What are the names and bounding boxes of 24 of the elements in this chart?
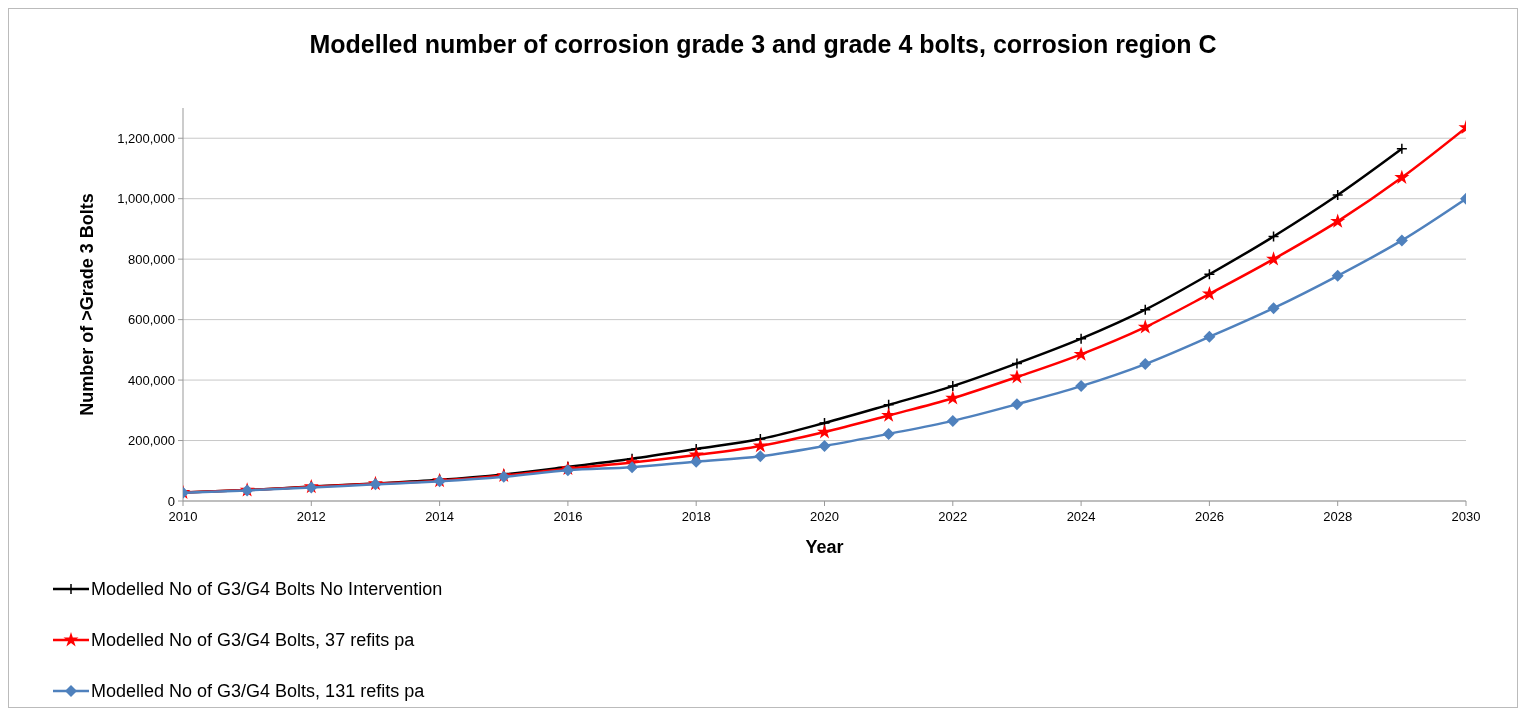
legend-label: Modelled No of G3/G4 Bolts No Intervention: [91, 579, 443, 600]
x-tick-label: 2022: [938, 509, 968, 524]
x-tick-label: 2010: [168, 509, 198, 524]
y-tick-label: 200,000: [128, 433, 175, 449]
legend-label: Modelled No of G3/G4 Bolts, 131 refits pa: [91, 681, 426, 702]
y-tick-label: 800,000: [128, 251, 175, 267]
x-tick-label: 2026: [1194, 509, 1224, 524]
y-tick-label: 1,000,000: [117, 191, 175, 207]
x-tick-label: 2028: [1323, 509, 1353, 524]
y-tick-label: 600,000: [128, 312, 175, 328]
legend-label: Modelled No of G3/G4 Bolts, 37 refits pa: [91, 630, 416, 651]
x-tick-label: 2024: [1066, 509, 1096, 524]
x-tick-label: 2014: [425, 509, 455, 524]
y-tick-label: 400,000: [128, 372, 175, 388]
chart-title: Modelled number of corrosion grade 3 and grade 4 bolts, corrosion region C: [309, 30, 1217, 58]
x-tick-label: 2020: [810, 509, 839, 524]
x-tick-label: 2016: [553, 509, 583, 524]
x-axis-title: Year: [805, 537, 844, 557]
x-tick-label: 2030: [1451, 509, 1481, 524]
y-tick-label: 1,200,000: [117, 130, 175, 146]
x-tick-label: 2012: [296, 509, 326, 524]
x-tick-label: 2018: [681, 509, 711, 524]
y-axis-title: Number of >Grade 3 Bolts: [77, 193, 97, 416]
y-tick-label: 0: [167, 493, 175, 509]
